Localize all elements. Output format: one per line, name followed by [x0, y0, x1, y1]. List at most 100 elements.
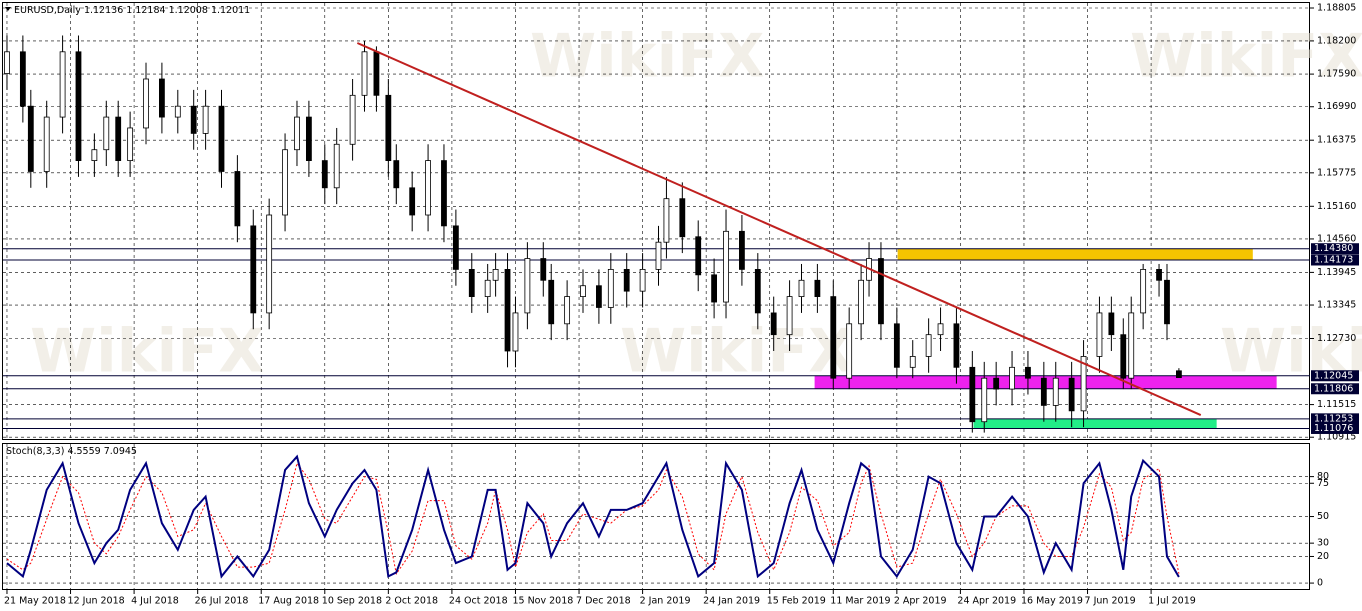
candle-body	[607, 268, 614, 308]
candle-body	[786, 296, 793, 336]
y-tick-label: 1.12730	[1317, 333, 1356, 344]
level-label: 1.11076	[1314, 423, 1353, 434]
level-label-box	[1311, 370, 1359, 382]
candle-body	[1096, 312, 1103, 357]
candle-body	[623, 268, 630, 292]
candle-body	[1164, 279, 1170, 325]
candle-body	[1040, 377, 1047, 406]
x-tick-label: 21 May 2018	[4, 596, 66, 607]
candle-body	[59, 51, 66, 118]
x-tick-label: 7 Jun 2019	[1085, 596, 1136, 607]
candle-body	[452, 225, 459, 270]
candle-body	[159, 78, 165, 118]
y-tick-label: 1.17590	[1317, 69, 1356, 80]
y-tick-label: 1.15160	[1317, 201, 1356, 212]
candle-body	[385, 94, 392, 161]
candle-body	[937, 323, 944, 336]
axes: 21 May 2018 12 Jun 2018 4 Jul 2018 26 Jul 2…	[4, 3, 1359, 607]
candle-body	[1068, 377, 1075, 412]
candle-body	[468, 268, 475, 298]
candle-body	[19, 51, 26, 107]
indicator-panel	[2, 443, 1310, 590]
candle-body	[43, 116, 50, 172]
candle-body	[349, 94, 356, 145]
candle-body	[361, 51, 368, 96]
x-tick-label: 24 Jan 2019	[703, 596, 760, 607]
y-tick-label: 1.10915	[1317, 432, 1356, 443]
y-tick-label: 1.13345	[1317, 300, 1356, 311]
indicator-line	[6, 462, 1180, 576]
zone	[897, 248, 1253, 260]
candle-body	[754, 268, 761, 314]
candle-body	[695, 236, 702, 276]
candle-body	[770, 312, 777, 336]
header-value: 7.0945	[104, 446, 137, 457]
watermark: WikiFX	[530, 22, 764, 92]
y-tick-label: 1.18805	[1317, 3, 1356, 14]
indicator-tick-label: 75	[1317, 478, 1329, 489]
candle-body	[711, 274, 718, 303]
candle-body	[953, 323, 960, 368]
candle-body	[663, 198, 670, 243]
level-label: 1.11253	[1314, 413, 1353, 424]
candle-body	[1156, 268, 1162, 281]
candle-body	[512, 312, 519, 352]
x-tick-label: 10 Sep 2018	[322, 596, 382, 607]
indicator-header: Stoch(8,3,3) 4.5559 7.0945	[6, 446, 137, 457]
level-label-box	[1311, 422, 1359, 434]
candle-body	[190, 105, 197, 134]
indicator-tick-label: 80	[1317, 471, 1329, 482]
candle-body	[333, 143, 340, 189]
candle-body	[115, 116, 122, 161]
candle-body	[294, 116, 300, 151]
trendline	[356, 42, 1202, 416]
candle-body	[878, 258, 884, 325]
candle-body	[234, 171, 241, 227]
candle-body	[202, 105, 209, 134]
candle-body	[925, 334, 932, 357]
header-value: 1.12011	[211, 5, 250, 16]
candle-body	[1176, 370, 1182, 379]
candle-body	[909, 356, 916, 368]
level-label: 1.14173	[1314, 254, 1353, 265]
level-label-box	[1311, 413, 1359, 425]
chart-title: EURUSD,Daily	[14, 5, 81, 16]
x-tick-label: 15 Nov 2018	[512, 596, 573, 607]
candle-body	[639, 268, 646, 292]
candle-body	[1052, 377, 1059, 406]
trendline	[356, 42, 1202, 416]
y-tick-label: 1.14560	[1317, 233, 1356, 244]
candle-body	[91, 149, 98, 161]
level-label-box	[1311, 383, 1359, 395]
candle-body	[409, 187, 416, 216]
candle-body	[1120, 334, 1127, 379]
candle-body	[1009, 366, 1015, 390]
indicator-tick-label: 50	[1317, 511, 1329, 522]
level-label: 1.12045	[1314, 370, 1353, 381]
candle-body	[548, 279, 555, 325]
indicator-title: Stoch(8,3,3)	[6, 446, 64, 457]
candle-body	[893, 323, 900, 368]
candle-body	[595, 285, 602, 308]
x-tick-label: 16 May 2019	[1021, 596, 1083, 607]
candle-body	[174, 105, 181, 118]
header-value: 1.12184	[126, 5, 165, 16]
candle-body	[969, 366, 976, 423]
x-tick-label: 17 Aug 2018	[258, 596, 319, 607]
indicator-tick-label: 20	[1317, 551, 1329, 562]
header-value: 4.5559	[67, 446, 100, 457]
candle-body	[425, 160, 431, 216]
candle-body	[858, 279, 864, 325]
candle-body	[1108, 312, 1115, 336]
candle-body	[484, 279, 491, 298]
x-tick-label: 4 Jul 2018	[131, 596, 179, 607]
candle-body	[739, 230, 745, 270]
candle-body	[504, 268, 511, 352]
candle-body	[373, 51, 380, 96]
watermark: WikiFX	[1130, 22, 1362, 92]
indicator-line	[6, 454, 1180, 579]
candle-body	[723, 230, 729, 303]
candle-body	[266, 214, 273, 314]
x-tick-label: 11 Mar 2019	[830, 596, 890, 607]
